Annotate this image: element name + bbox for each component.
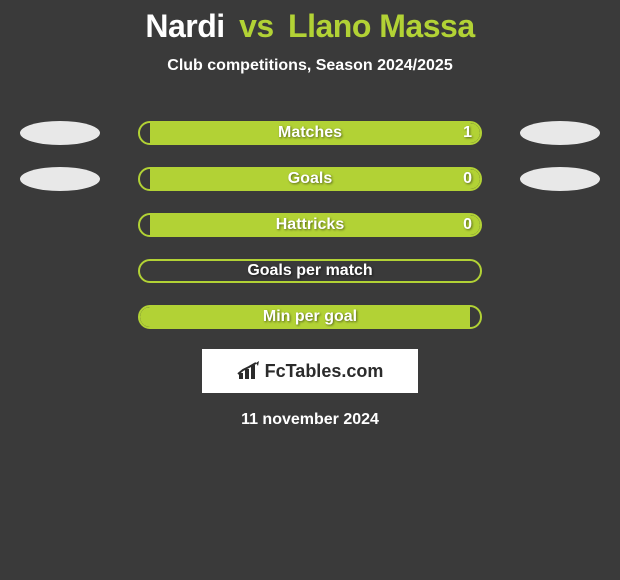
stat-bar: Goals per match xyxy=(138,259,482,283)
stat-label: Goals per match xyxy=(140,261,480,281)
player1-avatar xyxy=(20,167,100,191)
bar-fill-left xyxy=(140,307,470,327)
stat-rows: Matches1 Goals0 Hattricks0 Goals per match M… xyxy=(0,121,620,329)
vs-label: vs xyxy=(239,8,274,44)
date-label: 11 november 2024 xyxy=(0,411,620,429)
subtitle: Club competitions, Season 2024/2025 xyxy=(0,57,620,75)
branding-text: FcTables.com xyxy=(265,361,384,382)
player1-avatar xyxy=(20,121,100,145)
branding-badge: FcTables.com xyxy=(202,349,418,393)
bar-fill-right xyxy=(150,215,480,235)
stat-bar: Min per goal xyxy=(138,305,482,329)
stat-bar: Goals0 xyxy=(138,167,482,191)
stat-bar: Hattricks0 xyxy=(138,213,482,237)
player1-name: Nardi xyxy=(145,8,224,44)
bar-fill-right xyxy=(150,123,480,143)
stat-row: Hattricks0 xyxy=(0,213,620,237)
stat-row: Goals per match xyxy=(0,259,620,283)
stat-row: Min per goal xyxy=(0,305,620,329)
player2-name: Llano Massa xyxy=(288,8,475,44)
player2-avatar xyxy=(520,121,600,145)
bar-fill-right xyxy=(150,169,480,189)
stat-row: Matches1 xyxy=(0,121,620,145)
stat-bar: Matches1 xyxy=(138,121,482,145)
chart-icon xyxy=(237,361,261,381)
player2-avatar xyxy=(520,167,600,191)
page-title: Nardi vs Llano Massa xyxy=(0,0,620,45)
comparison-widget: Nardi vs Llano Massa Club competitions, … xyxy=(0,0,620,580)
stat-row: Goals0 xyxy=(0,167,620,191)
